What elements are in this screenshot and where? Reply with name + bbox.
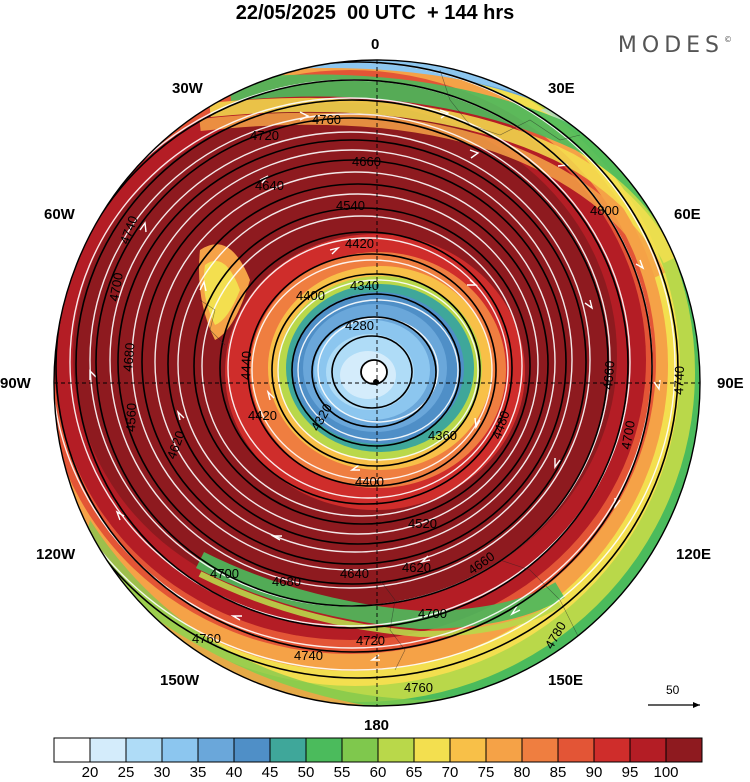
lon-label-0: 0 xyxy=(371,36,380,53)
colorbar-tick-label: 45 xyxy=(261,764,279,781)
contour-label: 4360 xyxy=(428,428,457,443)
colorbar-swatch xyxy=(53,737,91,763)
contour-label: 4700 xyxy=(418,606,447,621)
colorbar-tick-label: 40 xyxy=(225,764,243,781)
contour-label: 4560 xyxy=(123,403,139,432)
lon-label-30w: 30W xyxy=(172,80,203,97)
contour-label: 4660 xyxy=(600,360,617,390)
brand-mark: © xyxy=(724,35,732,44)
contour-label: 4440 xyxy=(238,351,254,380)
lon-label-120w: 120W xyxy=(36,546,76,563)
colorbar-swatch xyxy=(665,737,703,763)
colorbar-swatch xyxy=(269,737,307,763)
colorbar xyxy=(53,737,703,763)
contour-label: 4740 xyxy=(294,648,323,663)
graticule xyxy=(54,60,700,706)
scale-arrow xyxy=(648,702,700,708)
lon-label-60w: 60W xyxy=(44,206,75,223)
colorbar-tick-label: 60 xyxy=(369,764,387,781)
contour-label: 4660 xyxy=(352,154,381,169)
colorbar-swatch xyxy=(341,737,379,763)
contour-label: 4540 xyxy=(336,198,365,213)
contour-label: 4420 xyxy=(345,236,374,251)
scale-vector-label: 50 xyxy=(666,683,680,697)
contour-label: 4640 xyxy=(255,178,284,193)
map-boundary xyxy=(53,59,701,707)
contour-label: 4680 xyxy=(120,342,137,372)
contour-label: 4760 xyxy=(192,631,221,646)
contour-label: 4640 xyxy=(340,566,369,581)
colorbar-swatch xyxy=(521,737,559,763)
colorbar-tick-label: 55 xyxy=(333,764,351,781)
contour-label: 4720 xyxy=(356,633,385,648)
contour-label: 4420 xyxy=(248,408,277,423)
colorbar-swatch xyxy=(449,737,487,763)
contour-label: 4400 xyxy=(355,474,384,489)
colorbar-tick-label: 75 xyxy=(477,764,495,781)
colorbar-swatch xyxy=(233,737,271,763)
contour-label: 4340 xyxy=(350,278,379,293)
colorbar-tick-label: 80 xyxy=(513,764,531,781)
colorbar-swatch xyxy=(89,737,127,763)
colorbar-tick-label: 35 xyxy=(189,764,207,781)
contour-label: 4700 xyxy=(106,271,126,302)
pole-marker xyxy=(373,379,379,385)
colorbar-swatch xyxy=(377,737,415,763)
colorbar-tick-label: 25 xyxy=(117,764,135,781)
contour-label: 4720 xyxy=(250,128,279,143)
colorbar-swatch xyxy=(485,737,523,763)
colorbar-swatch xyxy=(161,737,199,763)
contour-label: 4400 xyxy=(296,288,325,303)
colorbar-tick-label: 85 xyxy=(549,764,567,781)
colorbar-tick-label: 95 xyxy=(621,764,639,781)
colorbar-swatch xyxy=(629,737,667,763)
brand-logo: MODES© xyxy=(618,33,732,58)
contour-labels: 4760 4720 4660 4640 4540 4420 4340 4280 … xyxy=(106,112,687,695)
lon-label-90w: 90W xyxy=(0,375,31,392)
contour-label: 4280 xyxy=(345,318,374,333)
lon-label-60e: 60E xyxy=(674,206,701,223)
colorbar-swatch xyxy=(125,737,163,763)
contour-label: 4700 xyxy=(618,419,638,450)
colorbar-tick-label: 50 xyxy=(297,764,315,781)
colorbar-swatch xyxy=(305,737,343,763)
brand-name: MODES xyxy=(617,33,724,58)
colorbar-swatch xyxy=(197,737,235,763)
contour-label: 4620 xyxy=(402,560,431,575)
contour-label: 4520 xyxy=(408,516,437,531)
lon-label-30e: 30E xyxy=(548,80,575,97)
lon-label-150e: 150E xyxy=(548,672,584,689)
contour-label: 4700 xyxy=(210,566,239,581)
contour-label: 4800 xyxy=(590,203,619,218)
lon-label-120e: 120E xyxy=(676,546,712,563)
height-contours xyxy=(54,61,679,679)
lon-label-180: 180 xyxy=(364,717,390,734)
colorbar-swatch xyxy=(413,737,451,763)
colorbar-tick-label: 65 xyxy=(405,764,423,781)
contour-label: 4740 xyxy=(671,366,687,395)
contour-label: 4760 xyxy=(404,680,433,695)
map-title: 22/05/2025 00 UTC + 144 hrs xyxy=(235,2,515,24)
colorbar-swatch xyxy=(593,737,631,763)
colorbar-tick-label: 20 xyxy=(81,764,99,781)
contour-label: 4680 xyxy=(272,574,301,589)
contour-label: 4760 xyxy=(312,112,341,127)
colorbar-tick-label: 100 xyxy=(653,764,679,781)
colorbar-tick-label: 90 xyxy=(585,764,603,781)
colorbar-tick-label: 70 xyxy=(441,764,459,781)
colorbar-tick-label: 30 xyxy=(153,764,171,781)
colorbar-swatch xyxy=(557,737,595,763)
lon-label-90e: 90E xyxy=(717,375,744,392)
lon-label-150w: 150W xyxy=(160,672,200,689)
